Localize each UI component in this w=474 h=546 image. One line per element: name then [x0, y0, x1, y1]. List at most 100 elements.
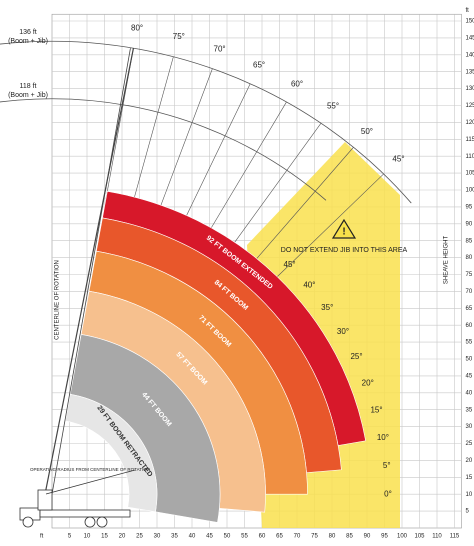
reach-note: (Boom + Jib) — [8, 38, 48, 45]
boom-angle: 30° — [337, 327, 349, 336]
y-tick-label: 90 — [466, 221, 473, 227]
boom-angle: 10° — [377, 433, 389, 442]
y-tick-label: 60 — [466, 323, 473, 329]
wheel — [84, 516, 96, 528]
jib-angle: 65° — [253, 60, 265, 69]
turret — [37, 489, 53, 511]
x-tick-label: 35 — [171, 534, 178, 540]
x-tick-label: 40 — [189, 534, 196, 540]
y-tick-label: 95 — [466, 204, 473, 210]
jib-angle: 60° — [291, 80, 303, 89]
y-tick-label: 35 — [466, 407, 473, 413]
reach-arc — [0, 98, 327, 201]
x-tick-label: 45 — [206, 534, 213, 540]
jib-angle: 80° — [131, 23, 143, 32]
sheave-label: SHEAVE HEIGHT — [444, 236, 450, 285]
angle-ray — [228, 123, 322, 251]
warning-sign: ! — [331, 218, 357, 239]
wheel — [96, 516, 108, 528]
x-tick-label: 65 — [276, 534, 283, 540]
y-tick-label: 75 — [466, 272, 473, 278]
warning-text: DO NOT EXTEND JIB INTO THIS AREA — [281, 247, 408, 254]
x-unit: ft — [40, 534, 44, 540]
reach-length: 118 ft — [20, 83, 37, 90]
zones — [0, 40, 412, 528]
x-tick-label: 70 — [294, 534, 301, 540]
reach-arc — [0, 40, 412, 204]
y-tick-label: 115 — [466, 137, 474, 143]
x-tick-label: 55 — [241, 534, 248, 540]
x-tick-label: 25 — [136, 534, 143, 540]
jib-angle: 75° — [173, 32, 185, 41]
x-tick-label: 5 — [68, 534, 72, 540]
y-tick-label: 45 — [466, 373, 473, 379]
y-tick-label: 140 — [466, 52, 474, 58]
angle-ray — [131, 56, 174, 207]
boom-angle: 5° — [383, 461, 391, 470]
radius-note: OPERATING RADIUS FROM CENTERLINE OF ROTA… — [30, 467, 150, 472]
x-tick-label: 115 — [450, 534, 460, 540]
x-tick-label: 60 — [259, 534, 266, 540]
boom-band — [65, 393, 158, 513]
jib-angle: 50° — [361, 127, 373, 136]
x-tick-label: 10 — [84, 534, 91, 540]
x-tick-label: 20 — [119, 534, 126, 540]
y-tick-label: 125 — [466, 103, 474, 109]
y-tick-label: 25 — [466, 441, 473, 447]
y-tick-label: 30 — [466, 424, 473, 430]
boom-angle: 25° — [350, 352, 362, 361]
jib-angle: 70° — [214, 45, 226, 54]
y-tick-label: 110 — [466, 154, 474, 160]
y-tick-label: 100 — [466, 188, 474, 194]
x-tick-label: 85 — [346, 534, 353, 540]
angle-ray — [249, 147, 354, 267]
boom-angle: 20° — [362, 378, 374, 387]
y-tick-label: 145 — [466, 35, 474, 41]
truck — [19, 469, 136, 528]
boom-angle: 0° — [384, 489, 392, 498]
x-tick-label: 100 — [397, 534, 408, 540]
x-tick-label: 110 — [432, 534, 442, 540]
y-tick-label: 85 — [466, 238, 473, 244]
warning-mark: ! — [342, 227, 345, 238]
y-tick-label: 120 — [466, 120, 474, 126]
angle-ray — [205, 101, 287, 237]
angle-ray — [157, 68, 213, 215]
y-tick-label: 15 — [466, 475, 473, 481]
boom-angle: 35° — [321, 303, 333, 312]
centerline-label: CENTERLINE OF ROTATION — [55, 260, 61, 340]
jib-angle: 55° — [327, 102, 339, 111]
y-tick-label: 10 — [466, 492, 473, 498]
y-tick-label: 55 — [466, 340, 473, 346]
wheel — [22, 516, 34, 528]
y-tick-label: 5 — [466, 509, 470, 515]
y-unit: ft — [466, 8, 470, 14]
y-tick-label: 20 — [466, 458, 473, 464]
x-tick-label: 50 — [224, 534, 231, 540]
x-tick-label: 15 — [101, 534, 108, 540]
x-tick-label: 95 — [381, 534, 388, 540]
warning-triangle — [331, 218, 357, 239]
x-tick-label: 105 — [414, 534, 425, 540]
chassis — [39, 509, 131, 518]
angle-ray — [269, 173, 384, 285]
y-tick-label: 150 — [466, 19, 474, 25]
y-tick-label: 135 — [466, 69, 474, 75]
y-tick-label: 80 — [466, 255, 473, 261]
angle-ray — [181, 83, 251, 225]
x-tick-label: 90 — [364, 534, 371, 540]
x-tick-label: 75 — [311, 534, 318, 540]
y-tick-label: 40 — [466, 390, 473, 396]
boom-angle: 40° — [303, 281, 315, 290]
jib-angle: 45° — [392, 155, 404, 164]
y-tick-label: 70 — [466, 289, 473, 295]
reach-note: (Boom + Jib) — [8, 92, 48, 99]
boom-mast — [51, 48, 131, 495]
x-tick-label: 80 — [329, 534, 336, 540]
y-tick-label: 105 — [466, 171, 474, 177]
y-tick-label: 50 — [466, 357, 473, 363]
y-tick-label: 130 — [466, 86, 474, 92]
reach-length: 136 ft — [19, 29, 37, 36]
boom-mast — [44, 48, 135, 495]
